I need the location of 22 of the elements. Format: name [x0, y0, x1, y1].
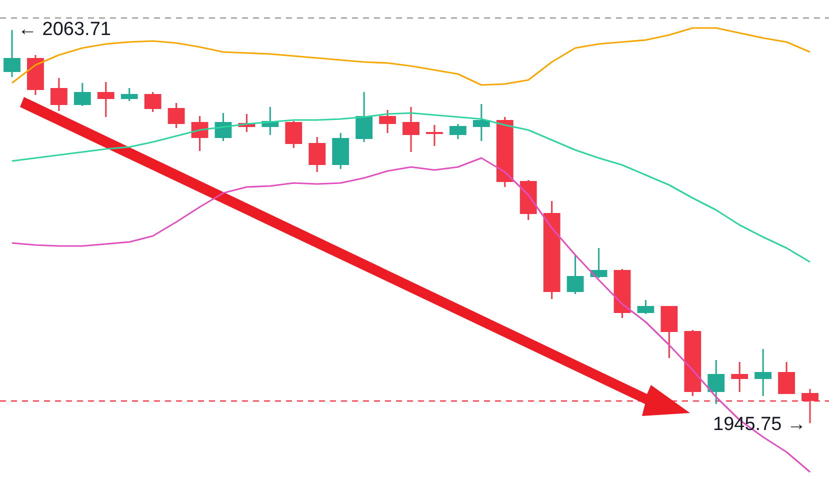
candlestick	[778, 361, 795, 395]
candlestick	[708, 359, 725, 405]
annotation: ← 2063.71	[18, 19, 111, 40]
candlestick	[449, 123, 466, 140]
candlestick	[4, 29, 20, 78]
candlestick	[754, 348, 772, 397]
candlestick	[731, 361, 748, 393]
candlestick	[50, 77, 68, 112]
candlestick	[402, 106, 420, 153]
candlestick	[637, 299, 654, 315]
candlestick	[168, 102, 185, 129]
candlestick	[120, 87, 138, 102]
candlestick	[426, 124, 443, 147]
candlestick	[144, 91, 162, 113]
candlestick	[356, 91, 373, 143]
candlestick	[97, 81, 114, 118]
candlestick	[74, 82, 91, 107]
candlestick	[285, 120, 302, 149]
candlestick	[566, 254, 584, 295]
candlestick	[379, 109, 396, 134]
candlestick	[472, 103, 490, 142]
candlestick	[308, 136, 326, 173]
